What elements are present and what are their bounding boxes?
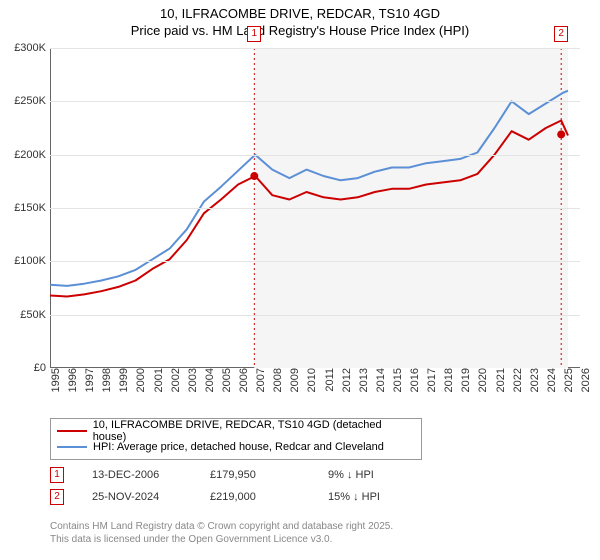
x-tick-label: 2016 <box>405 368 421 392</box>
annotation-price: £179,950 <box>210 469 300 481</box>
x-tick-label: 2024 <box>542 368 558 392</box>
x-tick-label: 1997 <box>80 368 96 392</box>
x-tick-label: 1996 <box>63 368 79 392</box>
annotation-delta: 9% ↓ HPI <box>328 469 418 481</box>
legend-swatch <box>57 430 87 432</box>
legend-item: 10, ILFRACOMBE DRIVE, REDCAR, TS10 4GD (… <box>57 423 415 439</box>
data-point <box>250 172 258 180</box>
x-tick-label: 2008 <box>268 368 284 392</box>
x-tick-label: 2020 <box>473 368 489 392</box>
x-tick-label: 1999 <box>114 368 130 392</box>
gridline <box>50 315 580 316</box>
y-tick-label: £50K <box>20 309 50 321</box>
y-tick-label: £100K <box>14 255 50 267</box>
annotation-marker: 1 <box>50 467 64 483</box>
data-point <box>557 130 565 138</box>
x-tick-label: 2018 <box>439 368 455 392</box>
x-tick-label: 2014 <box>371 368 387 392</box>
x-tick-label: 1998 <box>97 368 113 392</box>
y-tick-label: £150K <box>14 202 50 214</box>
annotation-marker: 2 <box>50 489 64 505</box>
annotation-price: £219,000 <box>210 491 300 503</box>
legend: 10, ILFRACOMBE DRIVE, REDCAR, TS10 4GD (… <box>50 418 422 460</box>
footnote: Contains HM Land Registry data © Crown c… <box>50 520 393 546</box>
chart-area: £0£50K£100K£150K£200K£250K£300K199519961… <box>50 48 580 368</box>
x-tick-label: 2003 <box>183 368 199 392</box>
x-tick-label: 2013 <box>354 368 370 392</box>
x-tick-label: 2021 <box>491 368 507 392</box>
gridline <box>50 208 580 209</box>
legend-item: HPI: Average price, detached house, Redc… <box>57 439 415 455</box>
x-tick-label: 2012 <box>337 368 353 392</box>
x-tick-label: 2026 <box>576 368 592 392</box>
gridline <box>50 261 580 262</box>
chart-title: 10, ILFRACOMBE DRIVE, REDCAR, TS10 4GD P… <box>0 0 600 42</box>
gridline <box>50 101 580 102</box>
title-line-2: Price paid vs. HM Land Registry's House … <box>0 23 600 38</box>
x-tick-label: 1995 <box>46 368 62 392</box>
footnote-line-1: Contains HM Land Registry data © Crown c… <box>50 520 393 533</box>
x-tick-label: 2019 <box>456 368 472 392</box>
x-tick-label: 2001 <box>149 368 165 392</box>
x-tick-label: 2005 <box>217 368 233 392</box>
gridline <box>50 48 580 49</box>
x-tick-label: 2023 <box>525 368 541 392</box>
y-tick-label: £200K <box>14 149 50 161</box>
x-tick-label: 2022 <box>508 368 524 392</box>
annotation-date: 13-DEC-2006 <box>92 469 182 481</box>
x-tick-label: 2007 <box>251 368 267 392</box>
x-tick-label: 2010 <box>302 368 318 392</box>
footnote-line-2: This data is licensed under the Open Gov… <box>50 533 393 546</box>
title-line-1: 10, ILFRACOMBE DRIVE, REDCAR, TS10 4GD <box>0 6 600 21</box>
y-tick-label: £250K <box>14 95 50 107</box>
x-tick-label: 2011 <box>320 368 336 392</box>
annotation-delta: 15% ↓ HPI <box>328 491 418 503</box>
x-tick-label: 2015 <box>388 368 404 392</box>
y-tick-label: £300K <box>14 42 50 54</box>
chart-marker: 2 <box>554 26 568 42</box>
legend-label: 10, ILFRACOMBE DRIVE, REDCAR, TS10 4GD (… <box>93 419 415 443</box>
gridline <box>50 155 580 156</box>
annotation-row: 1 13-DEC-2006 £179,950 9% ↓ HPI <box>50 464 418 486</box>
annotation-row: 2 25-NOV-2024 £219,000 15% ↓ HPI <box>50 486 418 508</box>
x-tick-label: 2006 <box>234 368 250 392</box>
chart-marker: 1 <box>247 26 261 42</box>
x-tick-label: 2025 <box>559 368 575 392</box>
annotation-table: 1 13-DEC-2006 £179,950 9% ↓ HPI 2 25-NOV-2024… <box>50 464 418 508</box>
x-tick-label: 2017 <box>422 368 438 392</box>
legend-swatch <box>57 446 87 448</box>
x-tick-label: 2009 <box>285 368 301 392</box>
x-tick-label: 2002 <box>166 368 182 392</box>
x-tick-label: 2000 <box>131 368 147 392</box>
legend-label: HPI: Average price, detached house, Redc… <box>93 441 384 453</box>
x-tick-label: 2004 <box>200 368 216 392</box>
annotation-date: 25-NOV-2024 <box>92 491 182 503</box>
